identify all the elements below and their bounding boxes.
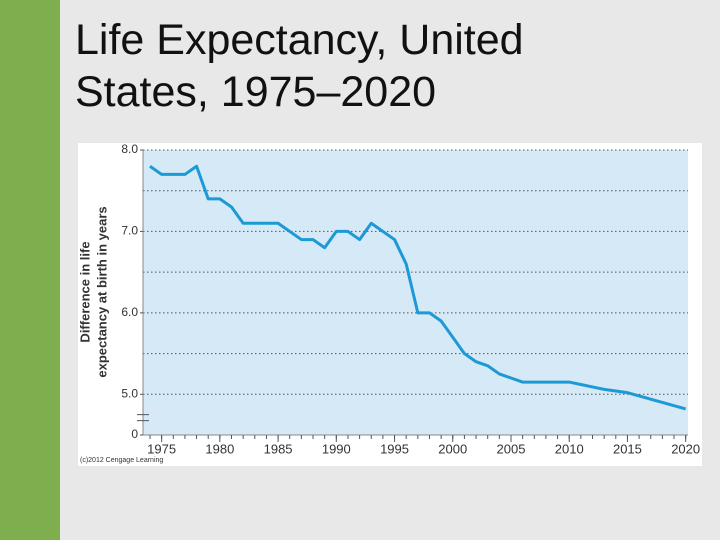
y-tick-label: 5.0 (121, 386, 138, 400)
plot-bg (143, 150, 688, 435)
x-tick-label: 2000 (438, 441, 467, 456)
slide-title: Life Expectancy, United States, 1975–202… (75, 14, 524, 118)
y-tick-label: 8.0 (121, 142, 138, 156)
x-tick-label: 2015 (613, 441, 642, 456)
x-tick-label: 1975 (147, 441, 176, 456)
x-tick-label: 1985 (264, 441, 293, 456)
y-label: Difference in life (77, 241, 92, 342)
x-tick-label: 1990 (322, 441, 351, 456)
side-bar (0, 0, 60, 540)
x-tick-label: 2010 (555, 441, 584, 456)
y-tick-label: 6.0 (121, 305, 138, 319)
x-tick-label: 1980 (205, 441, 234, 456)
x-tick-label: 2020 (671, 441, 700, 456)
y-tick-label: 0 (131, 427, 138, 441)
y-label: expectancy at birth in years (94, 206, 109, 377)
data-line (149, 164, 687, 411)
x-tick-label: 2005 (497, 441, 526, 456)
x-tick-label: 1995 (380, 441, 409, 456)
title-line: States, 1975–2020 (75, 68, 437, 116)
credit: (c)2012 Cengage Learning (80, 457, 163, 464)
y-tick-label: 7.0 (121, 224, 138, 238)
title-line: Life Expectancy, United (75, 16, 524, 64)
